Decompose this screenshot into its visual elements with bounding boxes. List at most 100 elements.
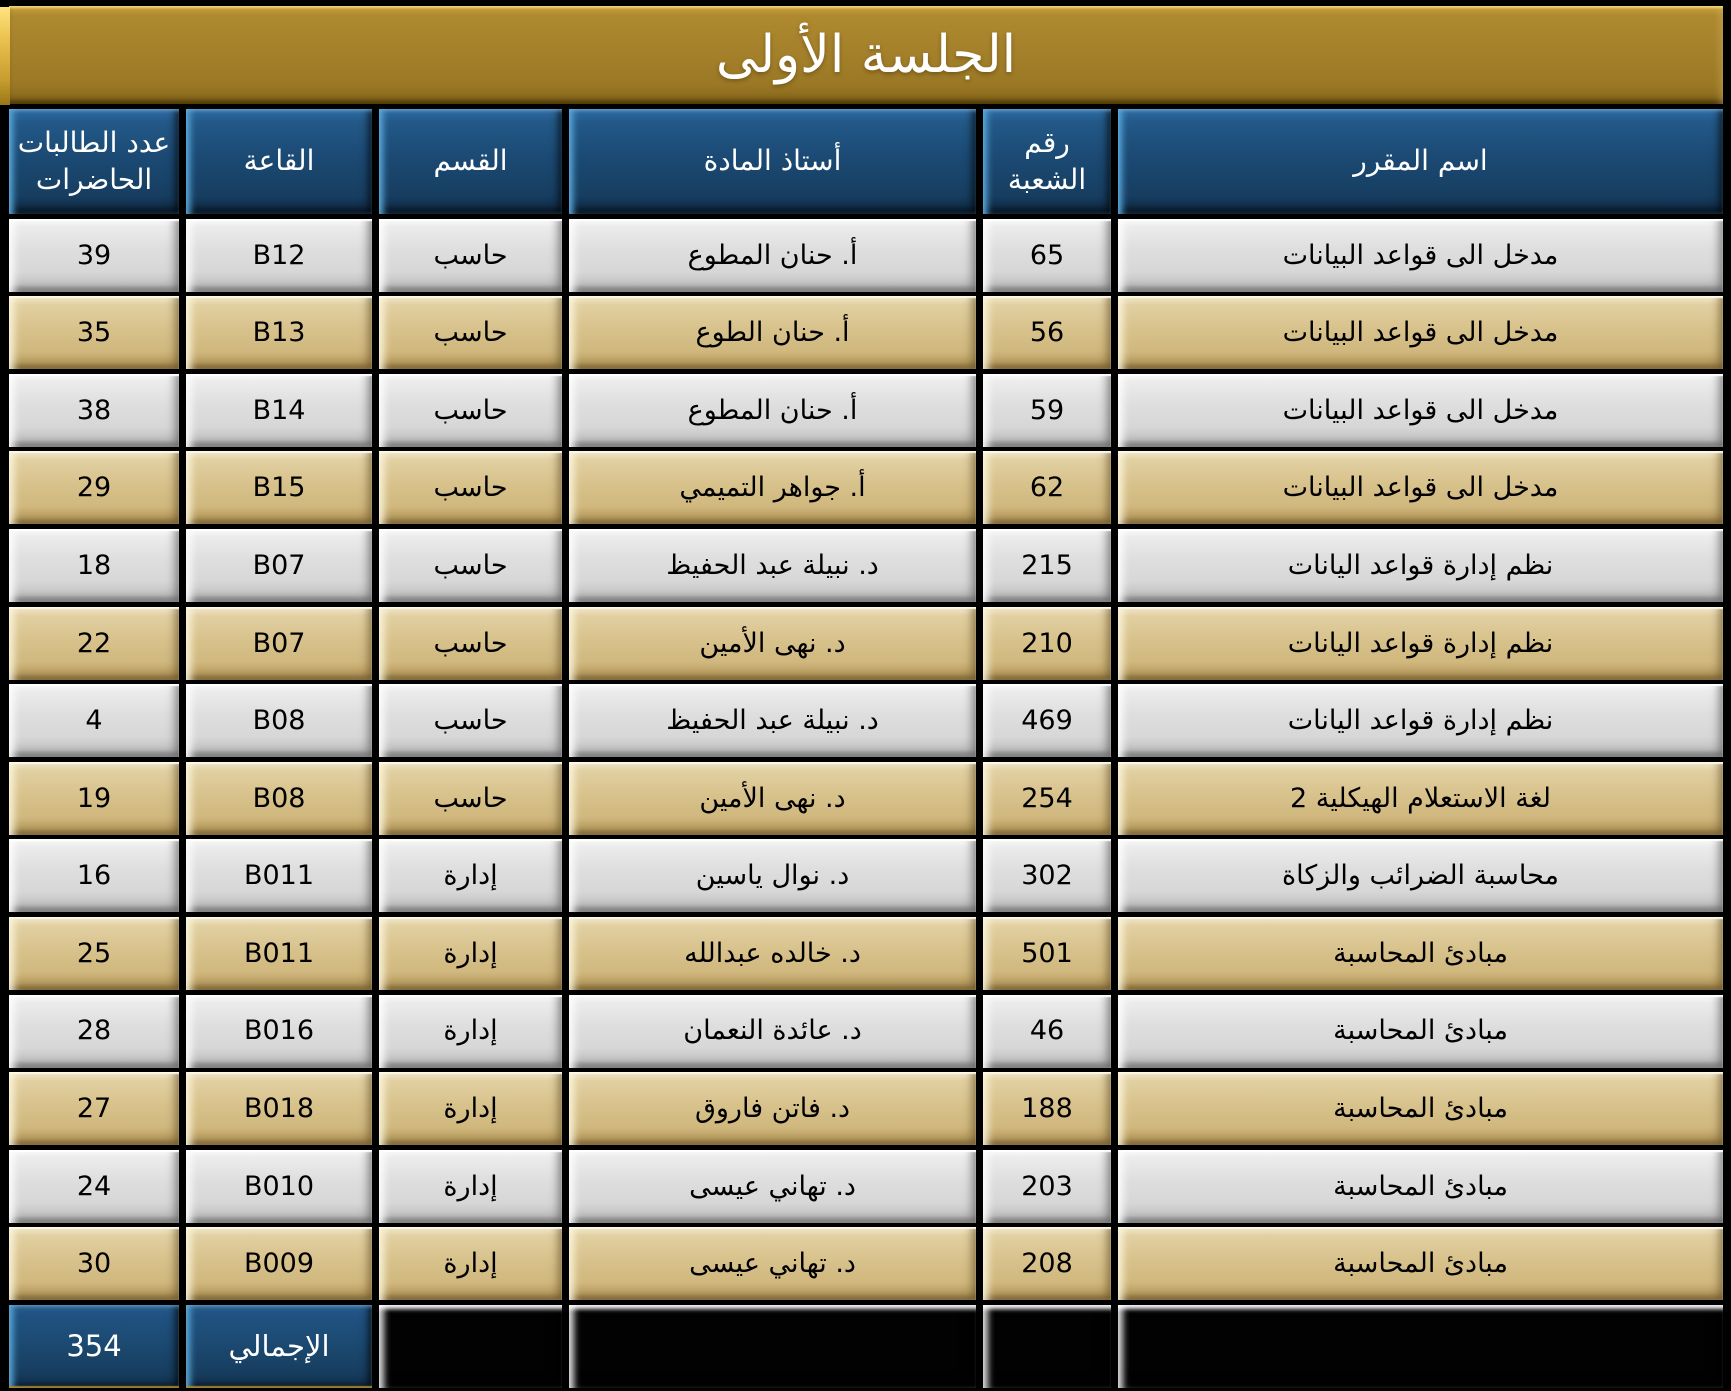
cell-value-course: لغة الاستعلام الهيكلية 2 <box>1290 782 1551 814</box>
cell-value-department: حاسب <box>433 239 508 271</box>
column-header-professor: أستاذ المادة <box>569 109 976 214</box>
cell-value-section: 208 <box>1021 1248 1073 1280</box>
cell-value-section: 59 <box>1029 394 1065 426</box>
cell-professor: د. نهى الأمين <box>569 761 976 835</box>
cell-value-department: إدارة <box>443 1015 498 1047</box>
cell-count: 27 <box>9 1072 179 1146</box>
cell-hall: B011 <box>186 916 372 990</box>
cell-hall: B011 <box>186 839 372 913</box>
column-header-label: اسم المقرر <box>1353 144 1488 178</box>
cell-hall: B07 <box>186 528 372 602</box>
cell-value-count: 30 <box>76 1248 112 1280</box>
cell-value-professor: د. تهاني عيسى <box>689 1248 856 1280</box>
cell-value-department: إدارة <box>443 860 498 892</box>
cell-count: 30 <box>9 1227 179 1301</box>
cell-value-section: 188 <box>1021 1093 1073 1125</box>
cell-value-department: حاسب <box>433 705 508 737</box>
cell-value-section: 65 <box>1029 239 1065 271</box>
cell-value-course: مدخل الى قواعد البيانات <box>1282 239 1559 271</box>
cell-value-professor: د. تهاني عيسى <box>689 1170 856 1202</box>
cell-value-count: 27 <box>76 1093 112 1125</box>
cell-hall: B08 <box>186 684 372 758</box>
cell-hall: B15 <box>186 451 372 525</box>
cell-value-count: 38 <box>76 394 112 426</box>
cell-value-department: حاسب <box>433 782 508 814</box>
cell-value-course: مبادئ المحاسبة <box>1333 1015 1508 1047</box>
cell-section: 46 <box>983 994 1111 1068</box>
cell-course: مبادئ المحاسبة <box>1118 916 1723 990</box>
cell-value-hall: B011 <box>243 937 315 969</box>
cell-section: 62 <box>983 451 1111 525</box>
cell-professor: د. تهاني عيسى <box>569 1227 976 1301</box>
cell-section: 65 <box>983 218 1111 292</box>
cell-course: نظم إدارة قواعد اليانات <box>1118 528 1723 602</box>
cell-department: حاسب <box>379 296 562 370</box>
cell-count: 29 <box>9 451 179 525</box>
cell-value-course: مبادئ المحاسبة <box>1333 1093 1508 1125</box>
cell-value-count: 19 <box>76 782 112 814</box>
cell-section: 59 <box>983 373 1111 447</box>
cell-count: 25 <box>9 916 179 990</box>
cell-value-hall: B13 <box>252 317 306 349</box>
cell-value-count: 16 <box>76 860 112 892</box>
cell-value-section: 469 <box>1021 705 1073 737</box>
cell-value-department: حاسب <box>433 472 508 504</box>
cell-value-hall: B011 <box>243 860 315 892</box>
footer-total-label-text: الإجمالي <box>228 1328 330 1363</box>
banner-left-edge <box>0 7 10 105</box>
cell-course: لغة الاستعلام الهيكلية 2 <box>1118 761 1723 835</box>
cell-department: إدارة <box>379 1227 562 1301</box>
cell-section: 469 <box>983 684 1111 758</box>
cell-professor: أ. جواهر التميمي <box>569 451 976 525</box>
cell-value-hall: B12 <box>252 239 306 271</box>
cell-value-course: مدخل الى قواعد البيانات <box>1282 317 1559 349</box>
cell-value-hall: B009 <box>243 1248 315 1280</box>
cell-hall: B018 <box>186 1072 372 1146</box>
cell-professor: أ. حنان المطوع <box>569 373 976 447</box>
cell-value-hall: B018 <box>243 1093 315 1125</box>
cell-value-professor: د. عائدة النعمان <box>683 1015 862 1047</box>
cell-count: 22 <box>9 606 179 680</box>
cell-hall: B07 <box>186 606 372 680</box>
cell-department: إدارة <box>379 994 562 1068</box>
cell-section: 210 <box>983 606 1111 680</box>
cell-department: حاسب <box>379 684 562 758</box>
cell-hall: B016 <box>186 994 372 1068</box>
cell-value-section: 62 <box>1029 472 1065 504</box>
footer-empty-course <box>1118 1304 1723 1388</box>
cell-professor: د. خالده عبدالله <box>569 916 976 990</box>
cell-professor: أ. حنان الطوع <box>569 296 976 370</box>
cell-value-hall: B14 <box>252 394 306 426</box>
cell-value-department: إدارة <box>443 1170 498 1202</box>
cell-value-hall: B15 <box>252 472 306 504</box>
cell-department: حاسب <box>379 451 562 525</box>
cell-department: إدارة <box>379 916 562 990</box>
cell-section: 188 <box>983 1072 1111 1146</box>
cell-value-course: مدخل الى قواعد البيانات <box>1282 472 1559 504</box>
cell-value-section: 46 <box>1029 1015 1065 1047</box>
column-header-department: القسم <box>379 109 562 214</box>
footer-empty-professor <box>569 1304 976 1388</box>
cell-course: محاسبة الضرائب والزكاة <box>1118 839 1723 913</box>
cell-course: مبادئ المحاسبة <box>1118 994 1723 1068</box>
cell-value-count: 39 <box>76 239 112 271</box>
cell-professor: د. عائدة النعمان <box>569 994 976 1068</box>
cell-value-hall: B07 <box>252 627 306 659</box>
cell-department: إدارة <box>379 1072 562 1146</box>
cell-count: 38 <box>9 373 179 447</box>
cell-hall: B14 <box>186 373 372 447</box>
cell-professor: د. نبيلة عبد الحفيظ <box>569 528 976 602</box>
cell-count: 4 <box>9 684 179 758</box>
cell-value-course: نظم إدارة قواعد اليانات <box>1287 627 1554 659</box>
cell-value-professor: د. نوال ياسين <box>695 860 850 892</box>
column-header-label: أستاذ المادة <box>703 144 842 178</box>
column-header-section: رقم الشعبة <box>983 109 1111 214</box>
cell-value-course: نظم إدارة قواعد اليانات <box>1287 705 1554 737</box>
cell-professor: د. نهى الأمين <box>569 606 976 680</box>
session-title: الجلسة الأولى <box>715 25 1017 85</box>
cell-value-count: 18 <box>76 549 112 581</box>
cell-hall: B009 <box>186 1227 372 1301</box>
cell-count: 39 <box>9 218 179 292</box>
cell-value-professor: د. نهى الأمين <box>699 627 846 659</box>
